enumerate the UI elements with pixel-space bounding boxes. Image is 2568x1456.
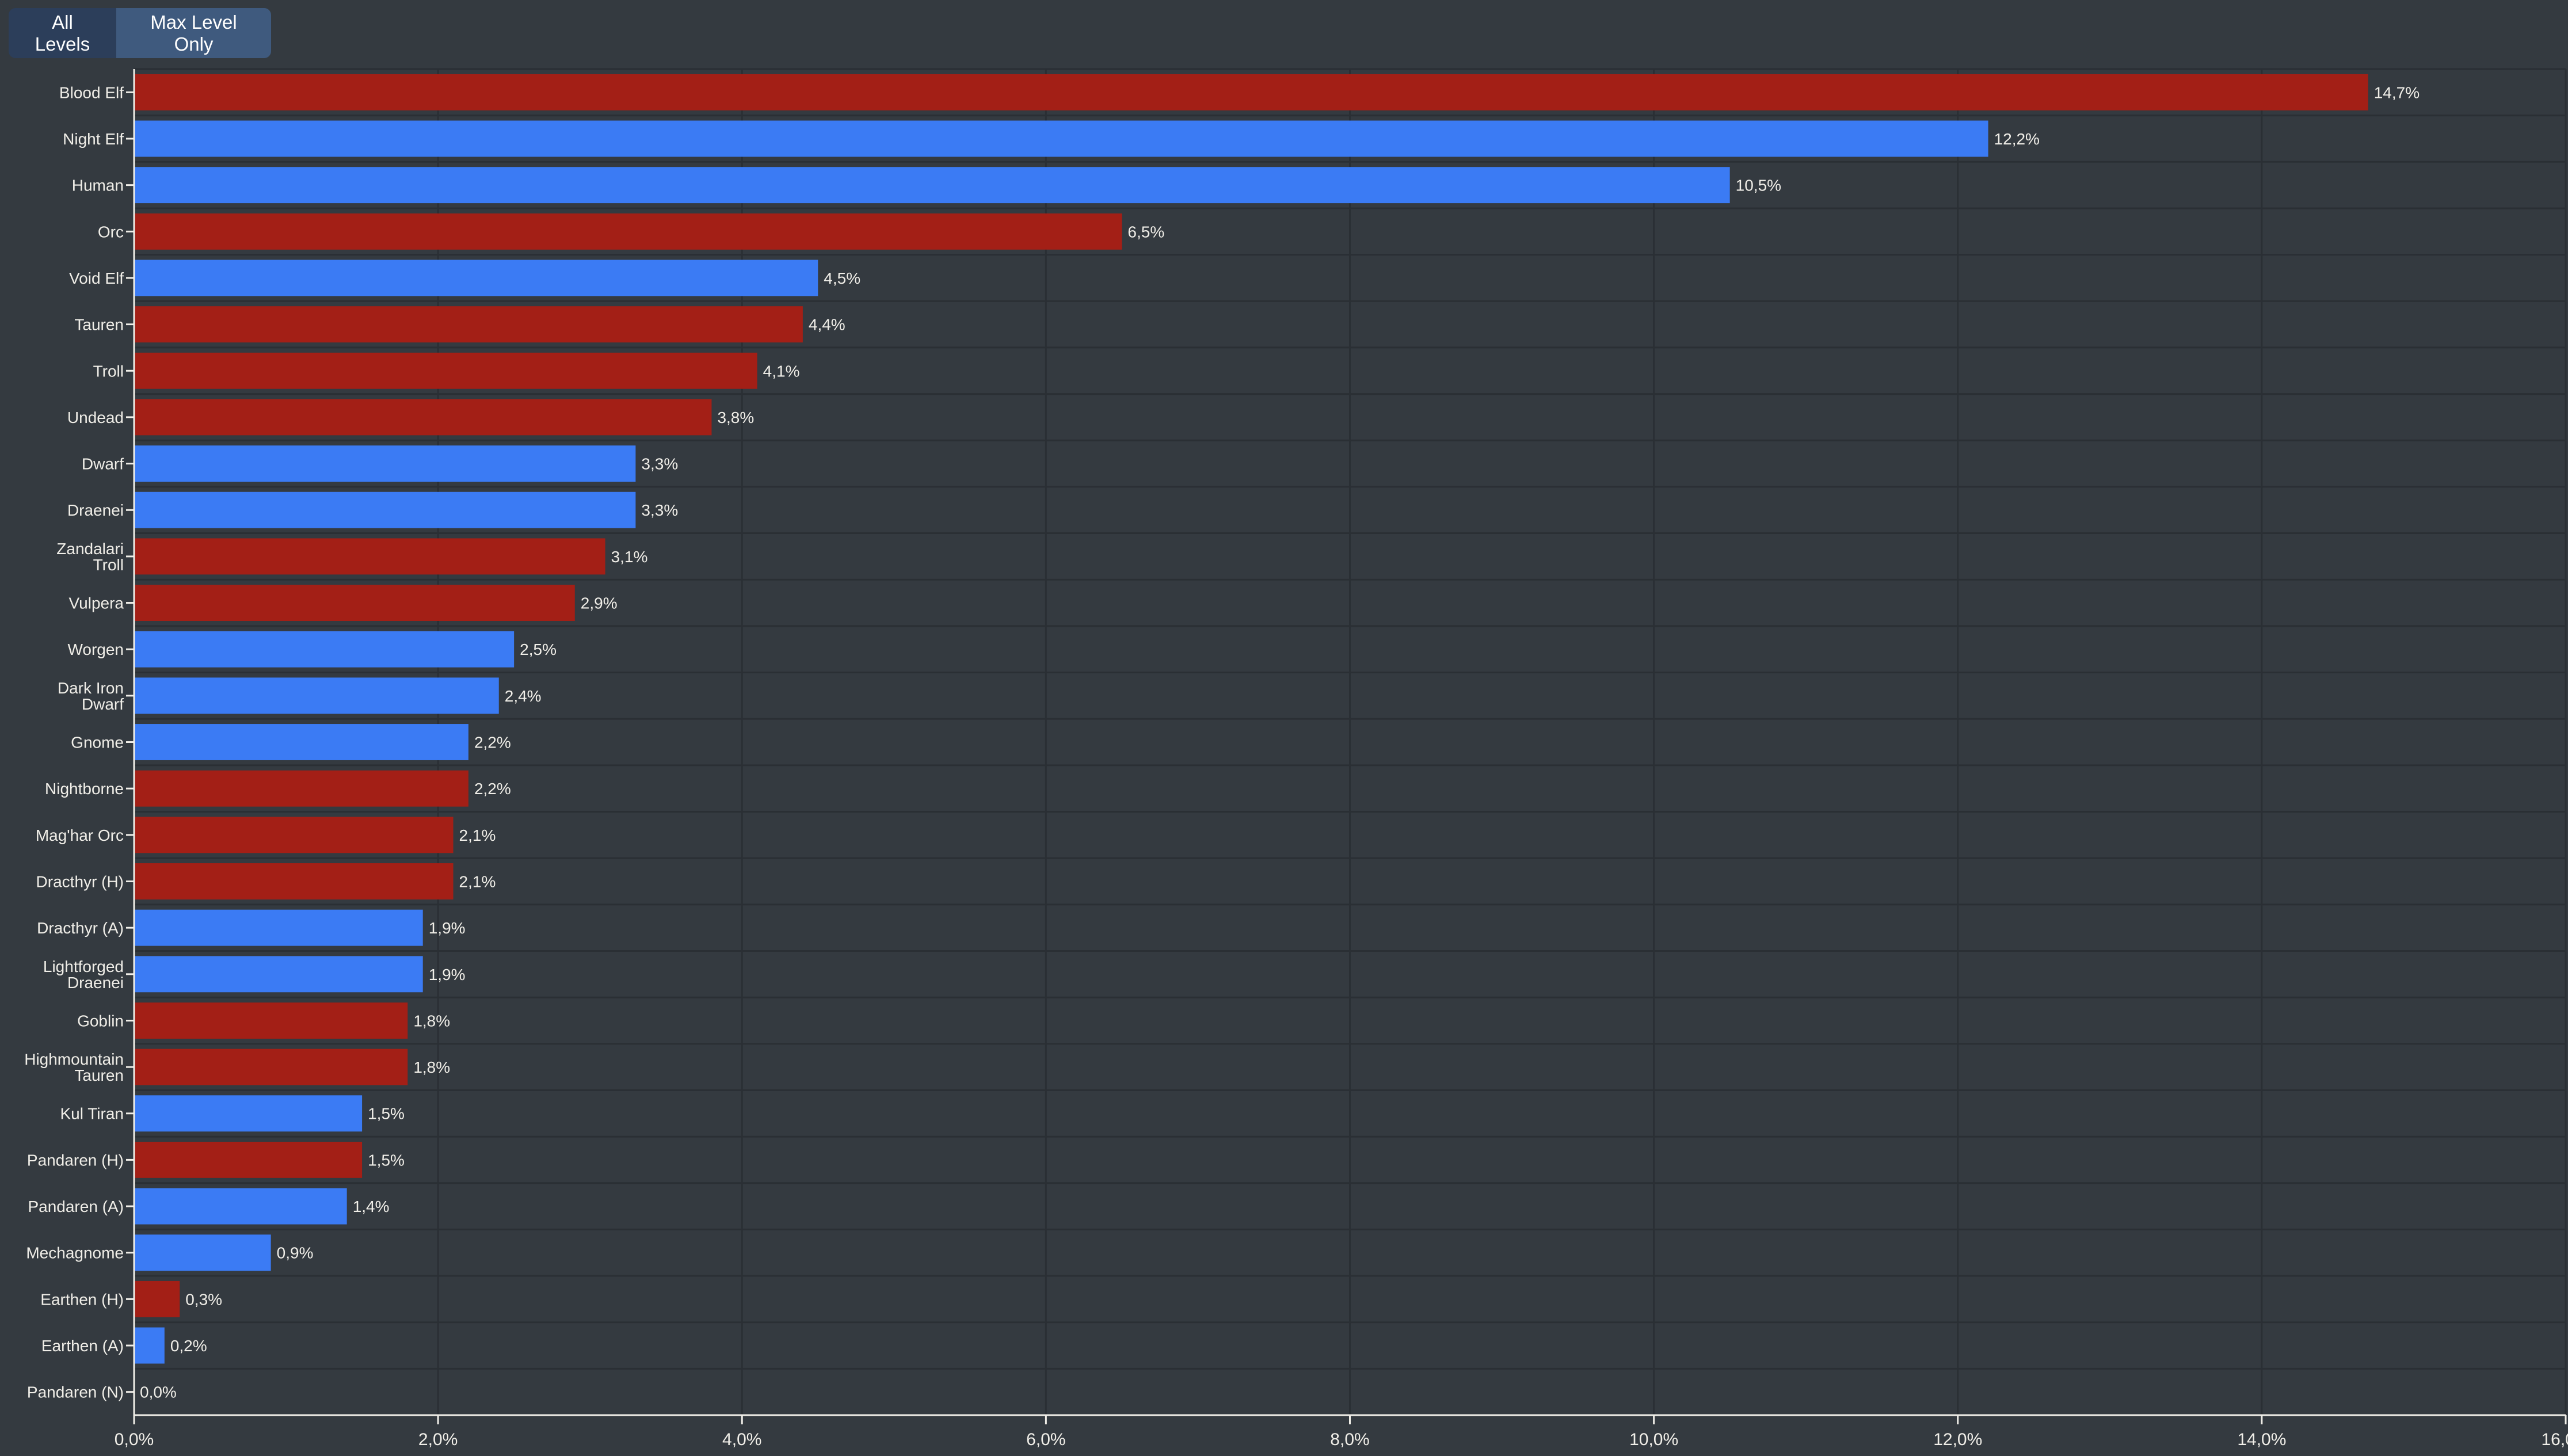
bar-gnome <box>134 724 468 760</box>
bar-worgen <box>134 631 515 668</box>
value-label: 2,1% <box>459 872 496 890</box>
x-tick-label: 12,0% <box>1933 1430 1982 1449</box>
y-tick-label: Blood Elf <box>59 83 124 101</box>
value-label: 1,8% <box>413 1058 450 1076</box>
bar-undead <box>134 399 712 436</box>
bar-draenei <box>134 491 636 528</box>
bar-void-elf <box>134 260 818 296</box>
y-tick-label: Kul Tiran <box>60 1105 124 1123</box>
value-label: 2,2% <box>474 734 511 752</box>
y-tick-label: Tauren <box>74 316 124 334</box>
x-tick-label: 6,0% <box>1026 1430 1065 1449</box>
bar-dracthyr-h- <box>134 863 454 899</box>
y-tick-label: Pandaren (N) <box>27 1383 124 1401</box>
bar-earthen-h- <box>134 1280 180 1317</box>
value-label: 3,3% <box>641 501 678 519</box>
bar-dark-iron-dwarf <box>134 677 499 714</box>
level-filter-toggle: All Levels Max Level Only <box>9 8 271 58</box>
bar-human <box>134 167 1730 204</box>
value-label: 1,8% <box>413 1012 450 1030</box>
bar-night-elf <box>134 120 1988 157</box>
value-label: 0,0% <box>140 1383 177 1401</box>
bar-dwarf <box>134 445 636 482</box>
y-tick-label: Night Elf <box>63 130 124 148</box>
y-tick-label: Undead <box>67 409 124 426</box>
y-tick-label: Mag'har Orc <box>36 826 124 844</box>
bar-zandalari-troll <box>134 538 605 575</box>
value-label: 2,2% <box>474 780 511 798</box>
y-tick-label: Pandaren (A) <box>28 1198 124 1215</box>
y-tick-label: Human <box>72 177 124 195</box>
y-tick-label: Pandaren (H) <box>27 1151 124 1169</box>
x-tick-label: 16,0% <box>2541 1430 2568 1449</box>
y-tick-label: Troll <box>93 362 124 380</box>
bar-nightborne <box>134 770 468 807</box>
bar-dracthyr-a- <box>134 909 423 946</box>
y-tick-label: Worgen <box>67 641 124 658</box>
y-tick-label: Goblin <box>77 1012 124 1030</box>
y-tick-label: Earthen (H) <box>40 1290 124 1308</box>
value-label: 1,5% <box>368 1105 405 1123</box>
value-label: 0,9% <box>277 1244 314 1262</box>
all-levels-button[interactable]: All Levels <box>9 8 116 58</box>
value-label: 4,4% <box>809 316 845 334</box>
value-label: 4,1% <box>763 362 800 380</box>
bar-lightforged-draenei <box>134 956 423 993</box>
value-label: 1,9% <box>429 919 466 937</box>
y-tick-label: Dwarf <box>82 455 124 473</box>
value-label: 2,9% <box>581 594 618 612</box>
y-tick-label: Vulpera <box>69 594 124 612</box>
value-label: 2,1% <box>459 826 496 844</box>
value-label: 0,3% <box>185 1290 222 1308</box>
bar-pandaren-h- <box>134 1141 363 1178</box>
y-tick-label: Mechagnome <box>26 1244 124 1262</box>
x-tick-label: 0,0% <box>115 1430 154 1449</box>
y-tick-label: Dracthyr (A) <box>37 919 124 937</box>
value-label: 1,5% <box>368 1151 405 1169</box>
x-tick-label: 8,0% <box>1330 1430 1369 1449</box>
bar-goblin <box>134 1002 408 1039</box>
bar-troll <box>134 352 757 389</box>
y-tick-label: Dark Iron Dwarf <box>58 679 124 713</box>
bar-mechagnome <box>134 1234 271 1271</box>
y-tick-label: Earthen (A) <box>41 1337 124 1355</box>
value-label: 1,9% <box>429 966 466 984</box>
bar-blood-elf <box>134 74 2368 110</box>
bar-orc <box>134 213 1122 250</box>
value-label: 3,8% <box>717 409 754 426</box>
bar-earthen-a- <box>134 1327 165 1364</box>
y-tick-label: Dracthyr (H) <box>36 872 124 890</box>
x-tick-label: 2,0% <box>418 1430 458 1449</box>
bar-vulpera <box>134 585 575 621</box>
value-label: 2,4% <box>505 687 542 705</box>
value-label: 6,5% <box>1127 223 1164 241</box>
y-tick-label: Gnome <box>71 734 124 752</box>
bar-kul-tiran <box>134 1095 363 1132</box>
value-label: 1,4% <box>353 1198 390 1215</box>
y-tick-label: Highmountain Tauren <box>24 1050 124 1084</box>
bar-highmountain-tauren <box>134 1049 408 1085</box>
y-tick-label: Draenei <box>67 501 124 519</box>
value-label: 3,1% <box>611 548 648 566</box>
value-label: 2,5% <box>520 641 557 658</box>
y-tick-label: Nightborne <box>45 780 124 798</box>
bar-pandaren-a- <box>134 1188 347 1225</box>
y-tick-label: Void Elf <box>69 269 124 287</box>
y-tick-label: Orc <box>98 223 124 241</box>
y-tick-label: Zandalari Troll <box>56 540 124 574</box>
value-label: 3,3% <box>641 455 678 473</box>
x-tick-label: 10,0% <box>1629 1430 1678 1449</box>
max-level-only-button[interactable]: Max Level Only <box>116 8 271 58</box>
value-label: 0,2% <box>170 1337 207 1355</box>
value-label: 14,7% <box>2374 83 2420 101</box>
value-label: 10,5% <box>1736 177 1781 195</box>
bar-tauren <box>134 306 803 343</box>
value-label: 12,2% <box>1994 130 2040 148</box>
value-label: 4,5% <box>824 269 860 287</box>
bar-mag-har-orc <box>134 817 454 853</box>
x-tick-label: 14,0% <box>2237 1430 2286 1449</box>
y-tick-label: Lightforged Draenei <box>43 958 124 992</box>
x-tick-label: 4,0% <box>722 1430 761 1449</box>
